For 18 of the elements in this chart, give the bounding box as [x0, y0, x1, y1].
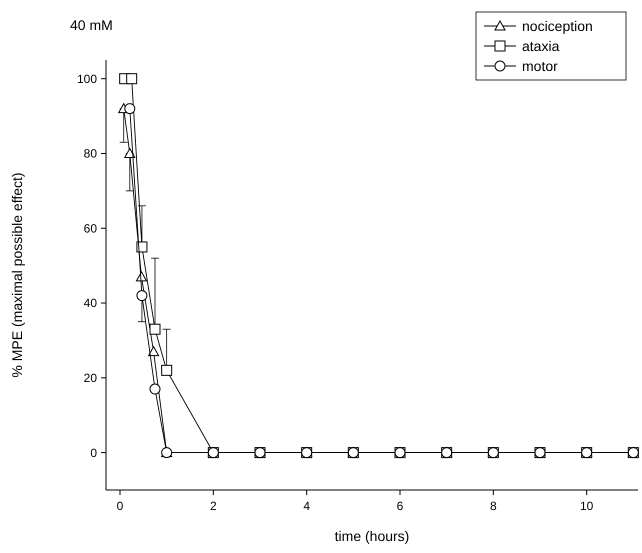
x-tick-label: 10 [580, 499, 594, 513]
y-tick-label: 60 [84, 221, 98, 236]
y-tick-label: 20 [84, 371, 98, 386]
legend-label: ataxia [522, 38, 560, 54]
x-tick-label: 8 [490, 499, 497, 513]
x-tick-label: 0 [116, 499, 124, 513]
x-tick-label: 2 [210, 499, 217, 513]
y-tick-label: 100 [76, 72, 98, 86]
y-tick-label: 80 [84, 146, 98, 161]
y-tick-label: 40 [84, 296, 98, 310]
x-axis-title: time (hours) [334, 528, 410, 544]
legend-label: motor [522, 58, 558, 74]
legend-label: nociception [522, 18, 593, 34]
x-tick-label: 4 [303, 499, 310, 513]
x-tick-label: 6 [396, 499, 404, 513]
y-tick-label: 0 [90, 446, 98, 460]
chart-title: 40 mM [70, 17, 113, 33]
y-axis-title: % MPE (maximal possible effect) [9, 172, 25, 378]
